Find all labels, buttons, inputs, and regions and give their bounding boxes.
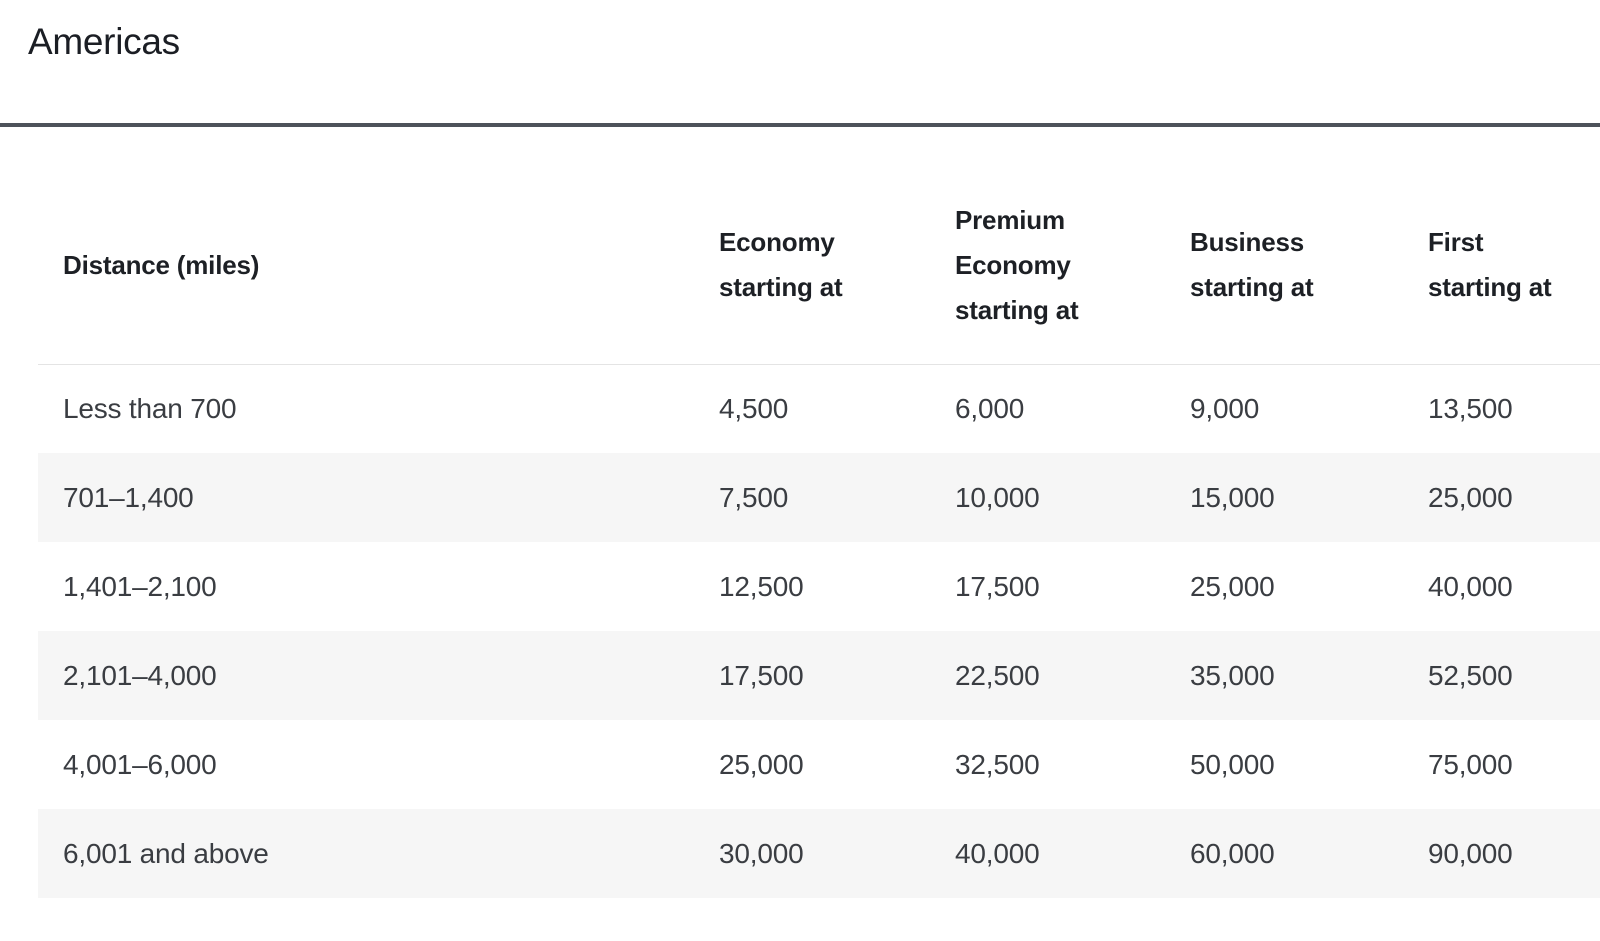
first-value: 13,500 bbox=[1428, 392, 1513, 424]
table-row: 701–1,400 7,500 10,000 15,000 25,000 bbox=[38, 453, 1600, 542]
distance-cell: 4,001–6,000 bbox=[63, 748, 217, 780]
col-header-business: Business starting at bbox=[1190, 227, 1314, 303]
premium-economy-value: 32,500 bbox=[955, 748, 1040, 780]
distance-cell: 6,001 and above bbox=[63, 837, 269, 869]
first-value: 25,000 bbox=[1428, 481, 1513, 513]
col-header-economy: Economy starting at bbox=[719, 227, 843, 303]
table-row: 4,001–6,000 25,000 32,500 50,000 75,000 bbox=[38, 720, 1600, 809]
business-value: 15,000 bbox=[1190, 481, 1275, 513]
business-value: 60,000 bbox=[1190, 837, 1275, 869]
business-value: 35,000 bbox=[1190, 659, 1275, 691]
first-value: 75,000 bbox=[1428, 748, 1513, 780]
table-row: 2,101–4,000 17,500 22,500 35,000 52,500 bbox=[38, 631, 1600, 720]
col-header-first: First starting at bbox=[1428, 227, 1552, 303]
table-body: Less than 700 4,500 6,000 9,000 13,500 7… bbox=[38, 364, 1600, 898]
table-row: 6,001 and above 30,000 40,000 60,000 90,… bbox=[38, 809, 1600, 898]
premium-economy-value: 22,500 bbox=[955, 659, 1040, 691]
economy-value: 4,500 bbox=[719, 392, 789, 424]
header-row: Distance (miles) Economy starting at Pre… bbox=[38, 127, 1600, 364]
economy-value: 7,500 bbox=[719, 481, 789, 513]
section-divider bbox=[0, 123, 1600, 127]
distance-cell: 701–1,400 bbox=[63, 481, 194, 513]
premium-economy-value: 17,500 bbox=[955, 570, 1040, 602]
distance-cell: 2,101–4,000 bbox=[63, 659, 217, 691]
business-value: 50,000 bbox=[1190, 748, 1275, 780]
table-header: Distance (miles) Economy starting at Pre… bbox=[38, 127, 1600, 364]
premium-economy-value: 40,000 bbox=[955, 837, 1040, 869]
first-value: 52,500 bbox=[1428, 659, 1513, 691]
premium-economy-value: 6,000 bbox=[955, 392, 1025, 424]
premium-economy-value: 10,000 bbox=[955, 481, 1040, 513]
first-value: 90,000 bbox=[1428, 837, 1513, 869]
economy-value: 17,500 bbox=[719, 659, 804, 691]
business-value: 25,000 bbox=[1190, 570, 1275, 602]
award-chart-table: Distance (miles) Economy starting at Pre… bbox=[38, 127, 1600, 898]
table-row: 1,401–2,100 12,500 17,500 25,000 40,000 bbox=[38, 542, 1600, 631]
first-value: 40,000 bbox=[1428, 570, 1513, 602]
business-value: 9,000 bbox=[1190, 392, 1260, 424]
award-chart-page: Americas Distance (miles) Economy starti… bbox=[0, 19, 1600, 941]
distance-cell: 1,401–2,100 bbox=[63, 570, 217, 602]
economy-value: 12,500 bbox=[719, 570, 804, 602]
economy-value: 25,000 bbox=[719, 748, 804, 780]
col-header-premium-economy: Premium Economy starting at bbox=[955, 204, 1079, 325]
page-title: Americas bbox=[28, 21, 180, 62]
table-row: Less than 700 4,500 6,000 9,000 13,500 bbox=[38, 364, 1600, 453]
economy-value: 30,000 bbox=[719, 837, 804, 869]
distance-cell: Less than 700 bbox=[63, 392, 237, 424]
col-header-distance: Distance (miles) bbox=[63, 249, 260, 280]
